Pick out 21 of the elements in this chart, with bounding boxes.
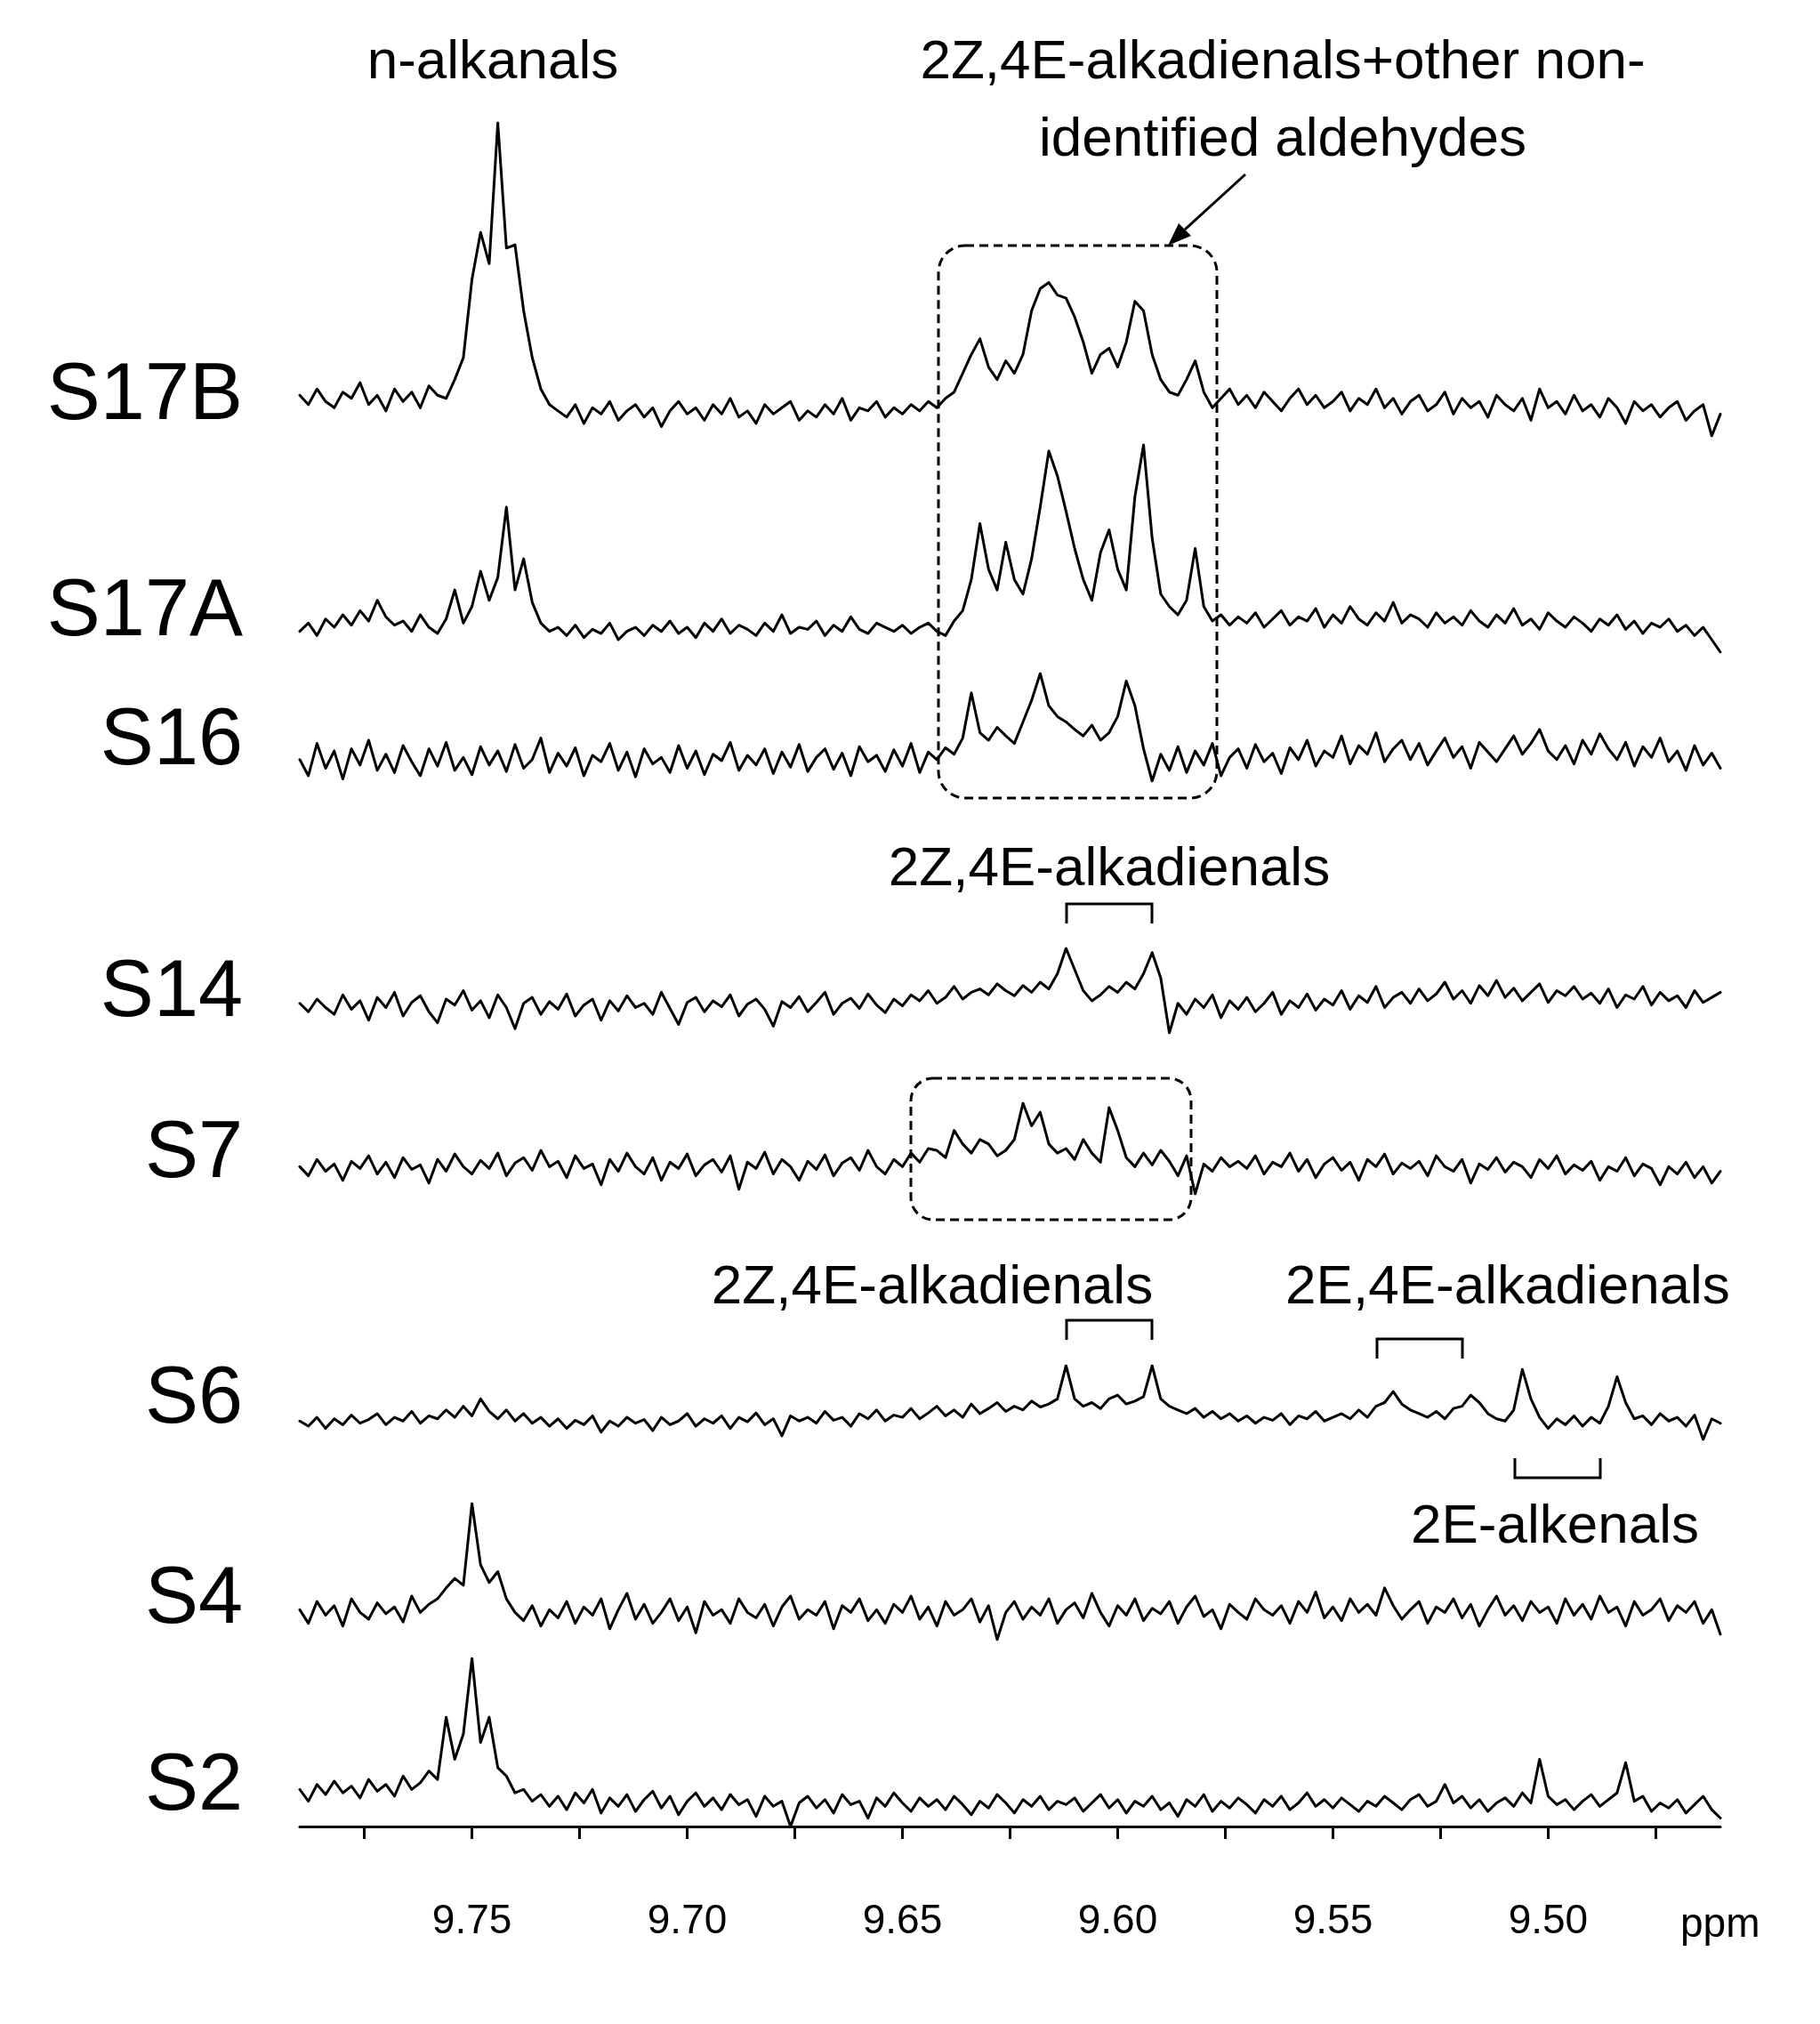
text: 2Z,4E-alkadienals [711, 1254, 1154, 1315]
x-tick-label: 9.65 [862, 1896, 943, 1942]
chart-title: S14 [100, 944, 243, 1033]
annotation: 2E-alkenals [1411, 1493, 1699, 1554]
chart-title: S7 [144, 1105, 244, 1194]
chart-title: S16 [100, 692, 243, 781]
x-tick-label: 9.60 [1077, 1896, 1158, 1942]
x-tick-label: 9.55 [1293, 1896, 1373, 1942]
text: 2Z,4E-alkadienals [888, 835, 1331, 897]
x-tick-label: 9.75 [431, 1896, 512, 1942]
text: S17A [46, 563, 244, 652]
chart-title: S6 [144, 1351, 244, 1439]
text: S17B [46, 347, 244, 436]
text: S4 [144, 1551, 244, 1640]
x-axis-title: ppm [1680, 1899, 1760, 1946]
text: 2E,4E-alkadienals [1285, 1254, 1730, 1315]
x-tick-label: 9.50 [1508, 1896, 1589, 1942]
text: n-alkanals [366, 28, 619, 90]
text: S2 [144, 1738, 244, 1826]
annotation: 2Z,4E-alkadienals+other non- identified aldehydes [920, 28, 1646, 167]
x-tick-label: 9.70 [647, 1896, 728, 1942]
